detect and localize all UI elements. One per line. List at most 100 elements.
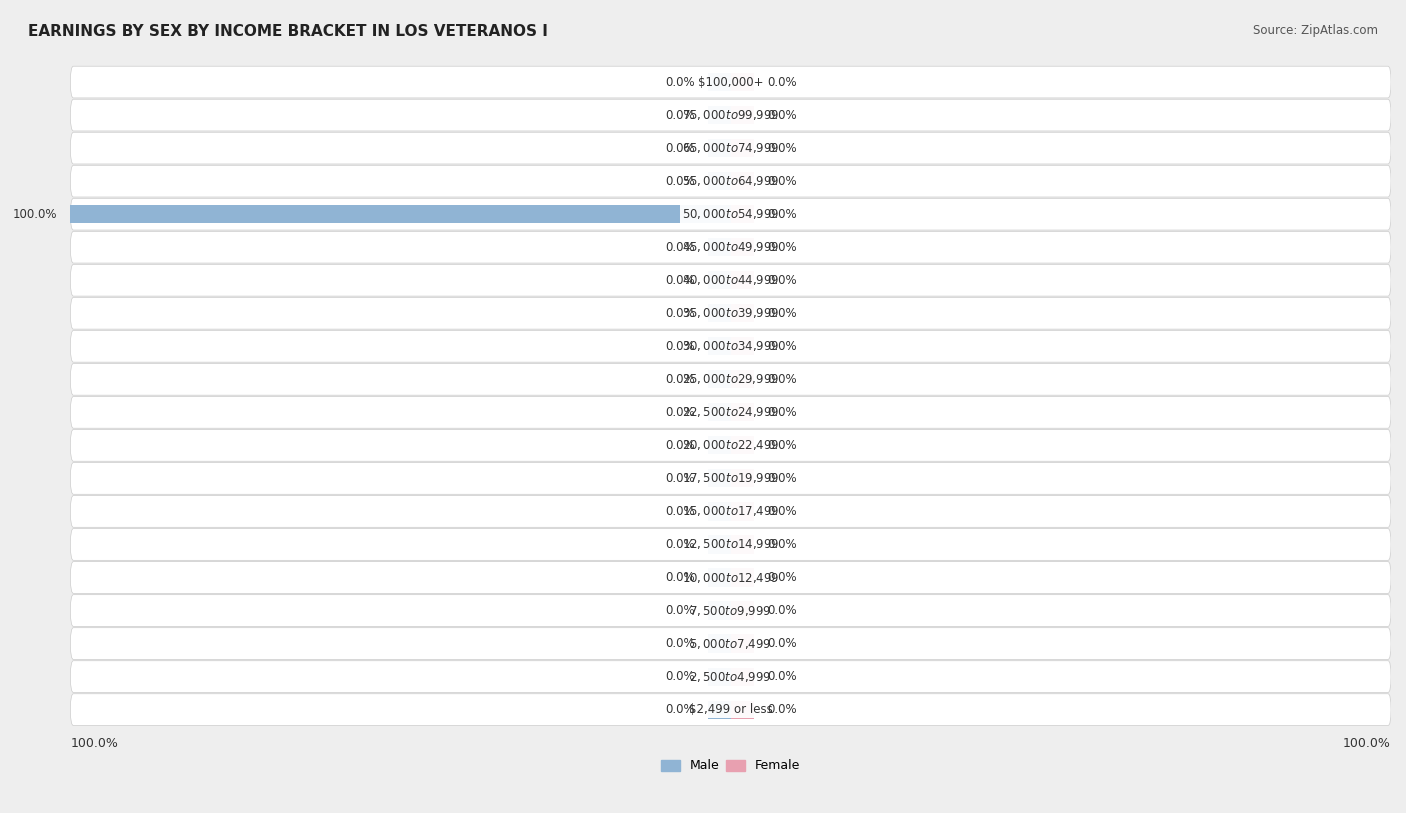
FancyBboxPatch shape <box>70 496 1391 528</box>
FancyBboxPatch shape <box>70 363 1391 395</box>
Text: Source: ZipAtlas.com: Source: ZipAtlas.com <box>1253 24 1378 37</box>
Bar <box>70 205 731 224</box>
Bar <box>731 469 754 488</box>
FancyBboxPatch shape <box>70 165 1391 197</box>
Text: 0.0%: 0.0% <box>768 439 797 452</box>
Text: $2,500 to $4,999: $2,500 to $4,999 <box>689 670 772 684</box>
Bar <box>707 304 731 323</box>
Text: 0.0%: 0.0% <box>665 703 695 716</box>
Text: 0.0%: 0.0% <box>665 307 695 320</box>
Bar <box>707 469 731 488</box>
Text: $30,000 to $34,999: $30,000 to $34,999 <box>682 339 779 354</box>
Text: 0.0%: 0.0% <box>768 340 797 353</box>
Bar <box>707 634 731 653</box>
Bar <box>707 568 731 587</box>
Text: 0.0%: 0.0% <box>768 538 797 551</box>
Bar <box>707 536 731 554</box>
Text: 0.0%: 0.0% <box>665 505 695 518</box>
Bar <box>731 272 754 289</box>
Bar <box>707 337 731 355</box>
Text: 0.0%: 0.0% <box>768 472 797 485</box>
Bar <box>731 73 754 91</box>
Bar <box>731 238 754 256</box>
Bar <box>731 701 754 719</box>
Text: 0.0%: 0.0% <box>768 76 797 89</box>
Text: 0.0%: 0.0% <box>768 604 797 617</box>
Text: $2,499 or less: $2,499 or less <box>689 703 772 716</box>
Bar <box>731 139 754 157</box>
FancyBboxPatch shape <box>70 397 1391 428</box>
FancyBboxPatch shape <box>70 232 1391 263</box>
Bar <box>707 272 731 289</box>
Bar <box>731 602 754 620</box>
Text: $12,500 to $14,999: $12,500 to $14,999 <box>682 537 779 551</box>
Text: $65,000 to $74,999: $65,000 to $74,999 <box>682 141 779 155</box>
FancyBboxPatch shape <box>70 528 1391 560</box>
Bar <box>731 502 754 520</box>
Bar <box>731 536 754 554</box>
Bar <box>707 106 731 124</box>
Text: 0.0%: 0.0% <box>768 373 797 386</box>
Bar <box>731 437 754 454</box>
FancyBboxPatch shape <box>70 298 1391 329</box>
Text: $10,000 to $12,499: $10,000 to $12,499 <box>682 571 779 585</box>
Text: 0.0%: 0.0% <box>665 76 695 89</box>
FancyBboxPatch shape <box>70 133 1391 164</box>
Bar <box>707 403 731 421</box>
Bar <box>707 437 731 454</box>
FancyBboxPatch shape <box>70 693 1391 725</box>
Text: 0.0%: 0.0% <box>665 175 695 188</box>
FancyBboxPatch shape <box>70 661 1391 693</box>
Text: 0.0%: 0.0% <box>768 637 797 650</box>
Bar <box>731 337 754 355</box>
Text: 100.0%: 100.0% <box>13 207 58 220</box>
Text: 0.0%: 0.0% <box>665 637 695 650</box>
Text: 0.0%: 0.0% <box>768 207 797 220</box>
Bar <box>731 172 754 190</box>
Text: 0.0%: 0.0% <box>768 703 797 716</box>
FancyBboxPatch shape <box>70 66 1391 98</box>
Text: 0.0%: 0.0% <box>665 472 695 485</box>
Text: $17,500 to $19,999: $17,500 to $19,999 <box>682 472 779 485</box>
Bar <box>731 370 754 389</box>
Text: $100,000+: $100,000+ <box>697 76 763 89</box>
Text: $22,500 to $24,999: $22,500 to $24,999 <box>682 406 779 420</box>
Bar <box>707 73 731 91</box>
Bar <box>707 139 731 157</box>
Bar <box>731 634 754 653</box>
Bar <box>731 667 754 685</box>
Text: $50,000 to $54,999: $50,000 to $54,999 <box>682 207 779 221</box>
Text: 0.0%: 0.0% <box>768 109 797 122</box>
Bar <box>731 106 754 124</box>
Text: 0.0%: 0.0% <box>768 406 797 419</box>
Text: 0.0%: 0.0% <box>768 571 797 584</box>
Text: 0.0%: 0.0% <box>665 439 695 452</box>
Text: 0.0%: 0.0% <box>768 505 797 518</box>
Text: 0.0%: 0.0% <box>665 109 695 122</box>
Bar <box>731 568 754 587</box>
Text: $5,000 to $7,499: $5,000 to $7,499 <box>689 637 772 650</box>
Bar <box>707 238 731 256</box>
Text: 0.0%: 0.0% <box>768 274 797 287</box>
Text: 0.0%: 0.0% <box>665 241 695 254</box>
Text: 100.0%: 100.0% <box>70 737 118 750</box>
FancyBboxPatch shape <box>70 264 1391 296</box>
FancyBboxPatch shape <box>70 198 1391 230</box>
Bar <box>707 667 731 685</box>
FancyBboxPatch shape <box>70 429 1391 461</box>
Text: 0.0%: 0.0% <box>665 571 695 584</box>
Bar <box>731 304 754 323</box>
Text: 0.0%: 0.0% <box>665 373 695 386</box>
Text: $45,000 to $49,999: $45,000 to $49,999 <box>682 240 779 254</box>
Text: 0.0%: 0.0% <box>665 670 695 683</box>
FancyBboxPatch shape <box>70 628 1391 659</box>
Bar <box>707 502 731 520</box>
Text: $40,000 to $44,999: $40,000 to $44,999 <box>682 273 779 287</box>
Text: 0.0%: 0.0% <box>665 141 695 154</box>
Legend: Male, Female: Male, Female <box>657 754 806 777</box>
Text: 0.0%: 0.0% <box>665 604 695 617</box>
FancyBboxPatch shape <box>70 99 1391 131</box>
Bar <box>707 172 731 190</box>
Text: $7,500 to $9,999: $7,500 to $9,999 <box>689 603 772 618</box>
Bar <box>731 205 754 224</box>
